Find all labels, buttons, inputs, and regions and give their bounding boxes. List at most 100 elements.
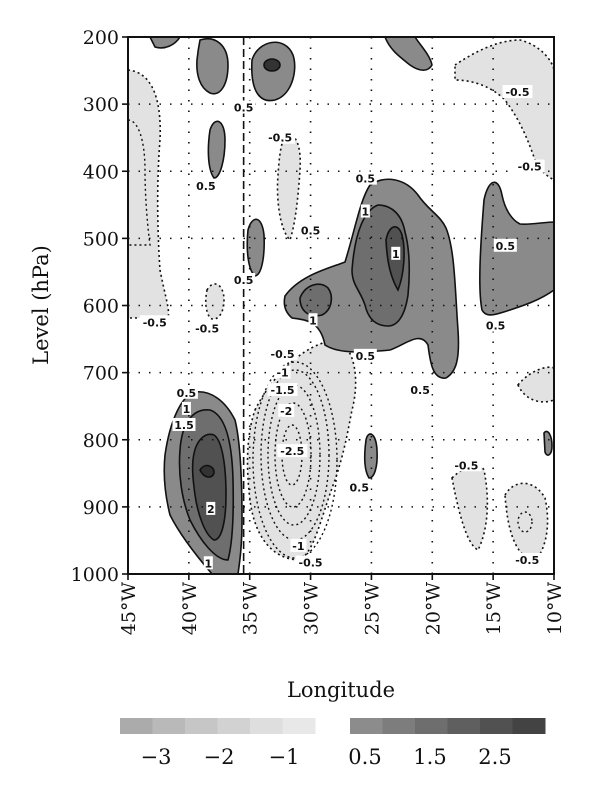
neg-region-lower-far-right	[504, 482, 549, 561]
contour-label: 1	[205, 557, 213, 570]
contour-label: -2	[280, 405, 292, 418]
contour-label-bg	[278, 403, 295, 417]
colorbar-swatch-positive	[350, 718, 383, 734]
y-tick-label: 200	[83, 27, 119, 49]
contour-label: 0.5	[196, 180, 216, 193]
colorbar-swatch-positive	[512, 718, 546, 734]
contour-field	[128, 37, 554, 574]
contour-label-bg	[514, 159, 545, 173]
contour-label-bg	[267, 346, 298, 360]
contour-label-bg	[502, 85, 533, 99]
contour-label: 0.5	[301, 224, 321, 237]
contour-label: -1	[292, 540, 304, 553]
x-tick-label: 40°W	[179, 582, 201, 636]
colorbar-tick-label: −1	[269, 745, 300, 769]
contour-label-bg	[206, 501, 216, 515]
y-axis-ticks: 200 300 400 500 600 700 800 900 1000	[71, 27, 128, 586]
contour-label-bg	[203, 556, 213, 570]
contour-label-bg	[181, 401, 191, 415]
y-tick-label: 1000	[71, 564, 119, 586]
neg-region-mid-small	[276, 134, 302, 242]
x-tick-label: 15°W	[483, 582, 505, 636]
contour-label-bg	[299, 223, 323, 237]
y-tick-label: 500	[83, 228, 119, 250]
y-axis-label: Level (hPa)	[29, 245, 53, 365]
contour-label-bg	[232, 272, 256, 286]
contour-label: -0.5	[268, 132, 292, 145]
colorbar-tick-label: −2	[204, 745, 235, 769]
contour-label: 1	[392, 248, 400, 261]
y-tick-label: 400	[83, 161, 119, 183]
contour-label: -0.5	[299, 557, 323, 570]
pos-region-small-b	[246, 218, 265, 277]
colorbar-tick-label: 2.5	[478, 745, 511, 769]
colorbar-tick-label: −3	[141, 745, 172, 769]
contour-label: 0.5	[234, 274, 254, 287]
y-tick-label: 900	[83, 497, 119, 519]
contour-label: 1	[183, 403, 191, 416]
contour-label-bg	[353, 171, 377, 185]
neg-region-small-left	[204, 283, 225, 320]
pos-region-small-a	[207, 120, 226, 179]
contour-label: 1	[309, 314, 317, 327]
contour-label: -0.5	[271, 348, 295, 361]
contour-label: 0.5	[496, 240, 516, 253]
colorbar-swatch-negative	[282, 718, 316, 734]
x-tick-label: 10°W	[544, 582, 566, 636]
colorbar-swatch-positive	[382, 718, 416, 734]
contour-label-bg	[347, 480, 371, 494]
pos-region-right	[479, 181, 554, 316]
contour-label-bg	[493, 238, 517, 252]
contour-label-bg	[353, 348, 377, 362]
neg-region-left	[128, 69, 170, 319]
contour-label-bg	[174, 385, 198, 399]
colorbar-swatch-positive	[415, 718, 448, 734]
contour-label-bg	[139, 315, 170, 329]
contour-label: -0.5	[143, 316, 167, 329]
pos-region-top-c	[384, 37, 433, 72]
x-tick-label: 30°W	[301, 582, 323, 636]
contour-label-bg	[295, 555, 326, 569]
contour-label: -0.5	[518, 161, 542, 174]
contour-label: 1	[362, 206, 370, 219]
y-tick-label: 700	[83, 363, 119, 385]
contour-label: 0.5	[356, 350, 376, 363]
contour-labels: 0.5 -0.5 -0.5 -0.5 0.5 0.5 1 0.5 0.5 1 0.5 0.5 -0.5 -…	[139, 85, 545, 570]
colorbar-swatch-negative	[185, 718, 218, 734]
contour-label-bg	[277, 444, 308, 458]
colorbar: −3 −2 −1 0.5 1.5 2.5	[120, 718, 546, 769]
neg-region-lower-right	[451, 464, 489, 552]
contour-label: -0.5	[195, 322, 219, 335]
contour-label-bg	[274, 365, 291, 379]
contour-label-bg	[265, 130, 296, 144]
x-axis-label: Longitude	[287, 678, 395, 702]
contour-label-bg	[232, 100, 256, 114]
pos-region-small-d	[543, 430, 553, 456]
contour-label: -1.5	[271, 384, 295, 397]
contour-label: 2	[207, 503, 215, 516]
contour-label-bg	[194, 179, 218, 193]
contour-label-bg	[391, 246, 401, 260]
colorbar-swatch-negative	[120, 718, 153, 734]
contour-label-bg	[290, 538, 307, 552]
y-tick-label: 300	[83, 94, 119, 116]
colorbar-swatch-positive	[447, 718, 481, 734]
contour-label: -0.5	[454, 459, 478, 472]
x-tick-label: 45°W	[118, 582, 140, 636]
contour-label: 0.5	[356, 173, 376, 186]
contour-label-bg	[451, 458, 482, 472]
contour-label: 0.5	[234, 101, 254, 114]
contour-label-bg	[408, 383, 432, 397]
contour-label-bg	[308, 313, 318, 327]
x-tick-label: 25°W	[361, 582, 383, 636]
colorbar-tick-label: 1.5	[413, 745, 446, 769]
contour-label-bg	[512, 552, 543, 566]
x-tick-label: 20°W	[422, 582, 444, 636]
contour-label: 0.5	[177, 387, 197, 400]
contour-label: -0.5	[515, 554, 539, 567]
colorbar-swatch-negative	[152, 718, 186, 734]
colorbar-swatch-negative	[250, 718, 283, 734]
colorbar-swatch-negative	[217, 718, 251, 734]
neg-region-right-upper	[517, 366, 554, 403]
